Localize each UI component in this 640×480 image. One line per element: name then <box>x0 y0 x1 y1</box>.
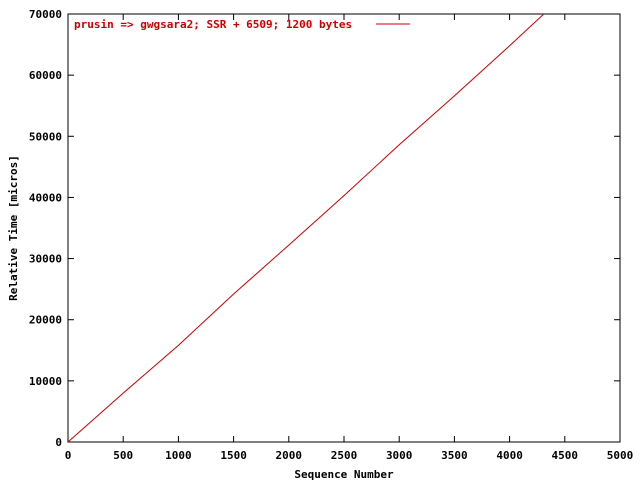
x-tick-label: 1000 <box>165 449 192 462</box>
x-tick-label: 500 <box>113 449 133 462</box>
y-tick-label: 50000 <box>29 130 62 143</box>
y-tick-label: 40000 <box>29 191 62 204</box>
x-tick-label: 3000 <box>386 449 413 462</box>
plot-frame <box>67 13 621 443</box>
x-tick-label: 5000 <box>607 449 634 462</box>
x-axis-label: Sequence Number <box>294 468 394 480</box>
x-tick-label: 3500 <box>441 449 468 462</box>
y-tick-label: 10000 <box>29 375 62 388</box>
y-tick-label: 30000 <box>29 253 62 266</box>
series-line <box>67 13 545 443</box>
y-tick-label: 60000 <box>29 69 62 82</box>
legend: prusin => gwgsara2; SSR + 6509; 1200 byt… <box>74 18 410 31</box>
y-axis-label: Relative Time [micros] <box>7 155 20 301</box>
legend-label: prusin => gwgsara2; SSR + 6509; 1200 byt… <box>74 18 352 31</box>
x-tick-label: 2500 <box>331 449 358 462</box>
y-tick-label: 70000 <box>29 8 62 21</box>
x-tick-label: 0 <box>65 449 72 462</box>
y-tick-label: 0 <box>55 436 62 449</box>
x-tick-label: 2000 <box>276 449 303 462</box>
x-tick-label: 4000 <box>496 449 523 462</box>
y-axis: 0 10000 20000 30000 40000 50000 60000 70000 <box>29 8 620 449</box>
x-axis: 0 500 1000 1500 2000 2500 3000 3500 4000 4500 5000 <box>65 14 634 462</box>
x-tick-label: 4500 <box>552 449 579 462</box>
y-tick-label: 20000 <box>29 314 62 327</box>
x-tick-label: 1500 <box>220 449 247 462</box>
